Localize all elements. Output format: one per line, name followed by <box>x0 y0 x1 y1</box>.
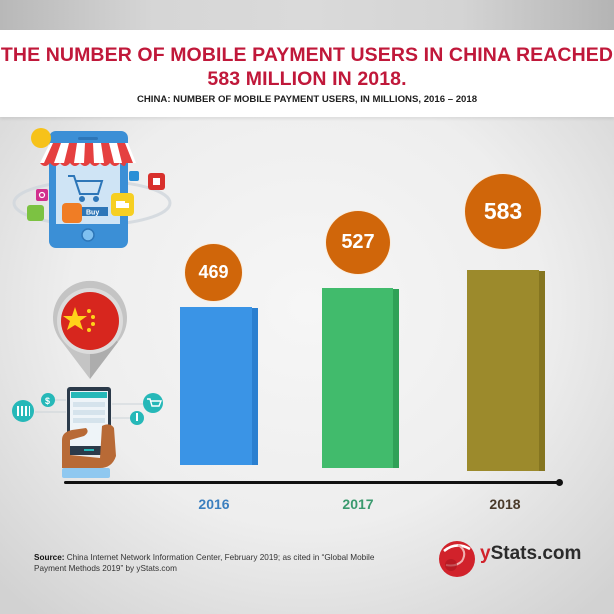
bar-2018 <box>467 270 545 471</box>
source-text: China Internet Network Information Cente… <box>34 553 375 573</box>
bar-side <box>252 308 258 465</box>
chart-subtitle: CHINA: NUMBER OF MOBILE PAYMENT USERS, I… <box>136 94 478 105</box>
title-line-1: THE NUMBER OF MOBILE PAYMENT USERS IN CH… <box>0 44 614 66</box>
page-title: THE NUMBER OF MOBILE PAYMENT USERS IN CH… <box>0 43 614 91</box>
year-label-2016: 2016 <box>198 496 230 512</box>
source-label: Source: <box>34 553 65 562</box>
hand-icon <box>62 424 116 468</box>
svg-text:Buy: Buy <box>86 210 99 217</box>
bar-side <box>393 289 399 468</box>
bar-face <box>467 270 539 471</box>
x-axis-end-dot <box>556 479 563 486</box>
search-icon <box>36 189 48 201</box>
bar-2017 <box>322 288 399 468</box>
china-flag-icon <box>61 292 119 350</box>
header: THE NUMBER OF MOBILE PAYMENT USERS IN CH… <box>0 30 614 117</box>
logo-y: y <box>480 543 491 564</box>
ystats-logo-text: yStats.com <box>480 543 581 565</box>
logo-rest: Stats.com <box>490 543 582 564</box>
bar-face <box>180 307 252 465</box>
title-line-2: 583 MILLION IN 2018. <box>207 68 407 90</box>
shopping-cart-icon <box>68 175 104 202</box>
bar-face <box>322 288 393 468</box>
bar-side <box>539 271 545 471</box>
hand-phone-illustration: $ <box>12 387 163 478</box>
credit-card-icon <box>27 205 44 221</box>
svg-text:$: $ <box>45 396 50 406</box>
value-bubble-2017: 527 <box>326 211 390 274</box>
awning-icon <box>40 143 136 166</box>
ystats-logo-icon <box>439 541 475 577</box>
cart-icon <box>143 393 163 413</box>
year-label-2017: 2017 <box>342 496 374 512</box>
value-bubble-2016: 469 <box>185 244 242 301</box>
sleeve-cuff <box>62 468 110 478</box>
x-axis-line <box>64 481 560 484</box>
value-bubble-2018: 583 <box>465 174 541 249</box>
top-band <box>0 0 614 30</box>
buy-button-graphic <box>80 207 108 216</box>
share-icon <box>129 171 139 181</box>
china-location-pin <box>52 280 128 379</box>
year-label-2018: 2018 <box>489 496 521 512</box>
dollar-icon <box>41 393 55 407</box>
star-icon <box>63 307 87 330</box>
discount-badge-icon <box>31 128 51 148</box>
shopping-phone-illustration: Buy <box>12 128 172 248</box>
bar-2016 <box>180 307 258 465</box>
source-note: Source: China Internet Network Informati… <box>34 552 404 574</box>
price-tag-icon <box>62 203 82 223</box>
